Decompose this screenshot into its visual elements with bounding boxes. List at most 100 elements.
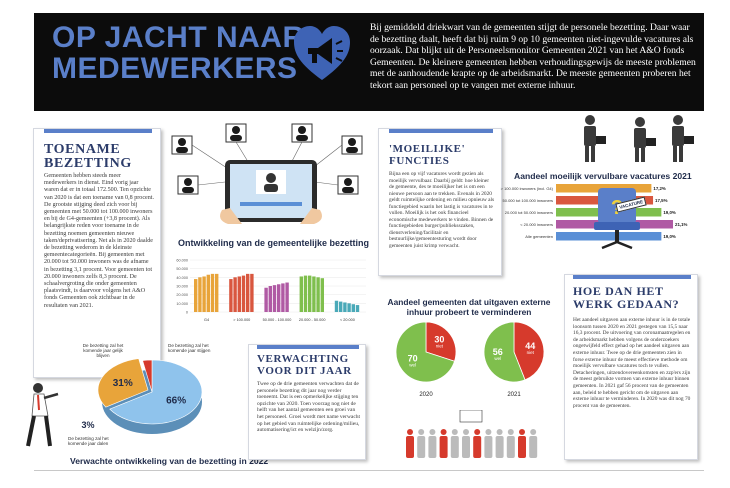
verwachting-title-2: VOOR DIT JAAR bbox=[257, 365, 352, 377]
pie-slice bbox=[425, 321, 457, 362]
toename-body: Gemeenten hebben steeds meer medewerkers… bbox=[44, 173, 154, 309]
bar bbox=[556, 232, 662, 241]
pie-slice-group: 31% bbox=[97, 358, 149, 408]
moeilijke-title: 'MOEILIJKE' FUNCTIES bbox=[389, 143, 465, 167]
x-category-label: < 20.000 bbox=[340, 318, 355, 322]
moeilijke-body: Bijna een op vijf vacatures wordt gezien… bbox=[389, 171, 495, 249]
verwachting-title: VERWACHTING VOOR DIT JAAR bbox=[257, 353, 352, 377]
slice-percent-label: 66% bbox=[166, 395, 186, 406]
person-head bbox=[496, 429, 503, 435]
person-head bbox=[474, 429, 481, 435]
bar bbox=[246, 273, 250, 312]
slice-label: wel bbox=[494, 356, 501, 361]
moeilijke-title-1: 'MOEILIJKE' bbox=[389, 143, 466, 155]
slice-label: niet bbox=[527, 350, 535, 355]
person-body bbox=[506, 436, 515, 458]
person-body bbox=[406, 436, 414, 458]
page-title: OP JACHT NAAR MEDEWERKERS bbox=[52, 22, 305, 84]
person-icon bbox=[177, 175, 199, 195]
person-head bbox=[530, 429, 537, 435]
value-label: 21,1% bbox=[675, 222, 688, 227]
slice-value: 44 bbox=[525, 341, 535, 351]
pie-slice bbox=[142, 359, 153, 393]
bar bbox=[277, 284, 281, 312]
person-body bbox=[484, 436, 493, 458]
bar bbox=[233, 277, 237, 312]
person-head bbox=[407, 429, 413, 435]
person-head bbox=[429, 429, 436, 435]
bar bbox=[229, 279, 233, 312]
hoe-title-1: HOE DAN HET bbox=[573, 284, 664, 298]
y-tick-label: 0 bbox=[186, 311, 188, 315]
y-tick-label: 10.000 bbox=[176, 302, 188, 306]
pie-year-label: 2020 bbox=[419, 392, 433, 398]
pie-slice bbox=[109, 359, 203, 425]
bar bbox=[355, 305, 360, 312]
document-icon bbox=[459, 410, 483, 423]
vacatures-chart-title: Aandeel moeilijk vervulbare vacatures 20… bbox=[514, 171, 692, 181]
bar bbox=[303, 275, 308, 312]
category-label: < 20.000 inwoners bbox=[520, 222, 553, 227]
bar bbox=[250, 273, 254, 312]
bezetting-chart-title: Ontwikkeling van de gemeentelijke bezett… bbox=[178, 238, 370, 248]
bar bbox=[285, 282, 289, 312]
title-line-2: MEDEWERKERS bbox=[52, 52, 298, 85]
toename-accent-bar bbox=[44, 129, 152, 133]
person-body bbox=[518, 436, 526, 458]
category-label: 50.000 tot 100.000 inwoners bbox=[503, 198, 553, 203]
pie-slice bbox=[97, 358, 149, 408]
slice-value: 56 bbox=[493, 347, 503, 357]
header-banner bbox=[34, 13, 704, 111]
moeilijke-accent-bar bbox=[389, 129, 493, 133]
bar bbox=[210, 273, 215, 312]
pie-slice bbox=[513, 321, 545, 381]
x-category-label: G4 bbox=[204, 318, 209, 322]
value-label: 17,2% bbox=[653, 186, 666, 191]
person-body bbox=[473, 436, 482, 458]
slice-value: 30 bbox=[434, 334, 444, 344]
bar bbox=[272, 285, 277, 312]
bar bbox=[237, 276, 241, 312]
slice-label: niet bbox=[436, 343, 444, 348]
y-tick-label: 40.000 bbox=[176, 276, 188, 280]
person-body bbox=[417, 436, 426, 458]
y-tick-label: 50.000 bbox=[176, 267, 188, 271]
person-head bbox=[418, 429, 425, 435]
bar bbox=[339, 301, 343, 312]
megaphone-heart-icon bbox=[294, 26, 350, 80]
pie2022-label-gelijk: De bezetting zal het komende jaar gelijk… bbox=[82, 343, 124, 358]
hoe-body: Het aandeel uitgaven aan externe inhuur … bbox=[573, 317, 691, 409]
pie-slice bbox=[395, 321, 456, 383]
x-category-label: 50.000 - 100.000 bbox=[263, 318, 292, 322]
man-pulling-icon bbox=[26, 383, 59, 447]
bar bbox=[241, 275, 246, 312]
slice-percent-label: 3% bbox=[81, 420, 94, 430]
person-body bbox=[450, 436, 459, 458]
toename-title: TOENAME BEZETTING bbox=[44, 143, 132, 171]
tablet-people-illustration bbox=[171, 123, 363, 224]
empty-chair-icon: ? bbox=[594, 188, 640, 250]
pie-2022-chart: 66% 31% 3% bbox=[81, 358, 203, 434]
verwachting-card: VERWACHTING VOOR DIT JAAR Twee op de dri… bbox=[248, 344, 366, 460]
toename-title-1: TOENAME bbox=[44, 142, 121, 157]
pie2022-title: Verwachte ontwikkeling van de bezetting … bbox=[70, 456, 269, 466]
bezetting-chart: 60.000 50.000 40.000 30.000 20.000 10.000 0 G4 >… bbox=[176, 259, 366, 322]
toename-card: TOENAME BEZETTING Gemeenten hebben steed… bbox=[33, 128, 161, 378]
workers-illustration bbox=[584, 115, 694, 162]
bar bbox=[312, 276, 316, 312]
bar bbox=[268, 286, 272, 312]
inhuur-chart-title: Aandeel gemeenten dat uitgaven externe i… bbox=[387, 297, 551, 317]
value-label: 19,0% bbox=[663, 210, 676, 215]
category-label: > 100.000 inwoners (incl. G4) bbox=[501, 186, 554, 191]
bar bbox=[281, 283, 285, 312]
bar bbox=[198, 277, 202, 312]
slice-percent-label: 31% bbox=[113, 378, 133, 389]
footer-divider bbox=[34, 470, 704, 471]
person-icon bbox=[171, 135, 193, 155]
pie2022-label-dalen: De bezetting zal het komende jaar dalen bbox=[68, 436, 109, 446]
value-label: 19,0% bbox=[663, 234, 676, 239]
person-body bbox=[439, 436, 448, 458]
verwachting-body: Twee op de drie gemeenten verwachten dat… bbox=[257, 381, 361, 434]
pie-year-label: 2021 bbox=[507, 392, 521, 398]
people-row-illustration bbox=[406, 410, 538, 458]
